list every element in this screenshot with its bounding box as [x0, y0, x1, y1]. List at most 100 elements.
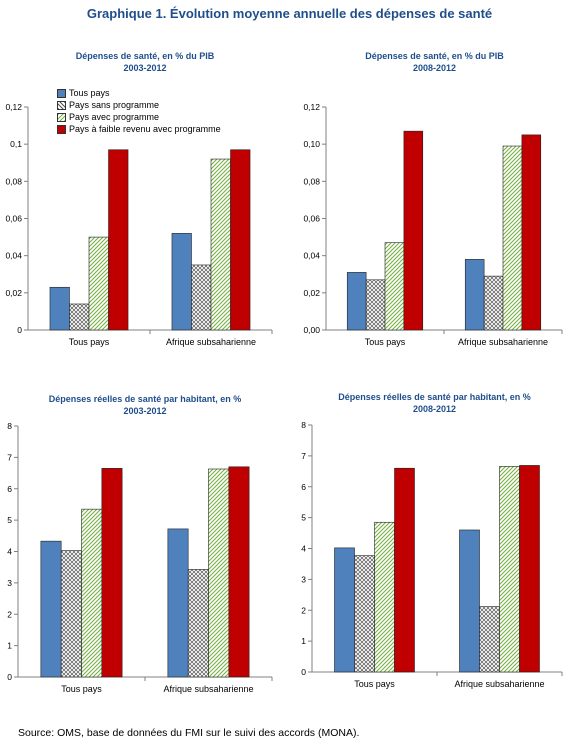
bar-sans-programme	[483, 275, 504, 331]
bar-tous-pays	[49, 286, 70, 331]
legend-label: Tous pays	[69, 88, 110, 98]
x-category-label: Tous pays	[365, 337, 406, 347]
y-tick-label: 0,08	[303, 176, 320, 186]
page-title: Graphique 1. Évolution moyenne annuelle …	[86, 6, 493, 21]
y-tick-label: 0,04	[5, 251, 22, 261]
chart-subtitle: 2008-2012	[413, 404, 456, 414]
y-tick-label: 0,02	[5, 288, 22, 298]
x-category-label: Afrique subsaharienne	[458, 337, 548, 347]
bar-sans-programme	[60, 550, 82, 678]
bar-avec-programme	[374, 521, 395, 673]
bar-avec-programme	[81, 508, 103, 678]
chart-svg: Dépenses réelles de santé par habitant, …	[301, 392, 563, 689]
y-tick-label: 7	[7, 452, 12, 462]
chart-title: Dépenses de santé, en % du PIB	[365, 51, 504, 61]
y-tick-label: 8	[7, 421, 12, 431]
legend-item-faible-revenu: Pays à faible revenu avec programme	[57, 123, 221, 135]
y-tick-label: 0,10	[303, 139, 320, 149]
legend-label: Pays sans programme	[69, 100, 160, 110]
x-category-label: Tous pays	[61, 684, 102, 694]
y-tick-label: 0,06	[303, 214, 320, 224]
bar-sans-programme	[187, 569, 209, 678]
bar-sans-programme	[69, 303, 90, 331]
chart-panel-gdp-2008-2012: Dépenses de santé, en % du PIB 2008-2012 0…	[290, 44, 579, 389]
y-tick-label: 0	[17, 325, 22, 335]
y-tick-label: 0,08	[5, 176, 22, 186]
y-tick-label: 3	[7, 578, 12, 588]
x-category-label: Tous pays	[354, 679, 395, 689]
y-tick-label: 0,04	[303, 251, 320, 261]
y-tick-label: 0,12	[5, 102, 22, 112]
bar-faible-revenu	[521, 134, 542, 331]
y-tick-label: 0,02	[303, 288, 320, 298]
bar-tous-pays	[346, 272, 367, 331]
y-tick-label: 8	[301, 420, 306, 430]
bar-faible-revenu	[230, 149, 251, 331]
y-tick-label: 0,1	[10, 139, 22, 149]
chart-title: Dépenses réelles de santé par habitant, …	[338, 392, 531, 402]
bar-tous-pays	[40, 540, 62, 678]
legend-item-avec-programme: Pays avec programme	[57, 111, 221, 123]
chart-svg: Dépenses de santé, en % du PIB 2003-2012 0…	[5, 51, 273, 347]
x-category-label: Afrique subsaharienne	[163, 684, 253, 694]
y-tick-label: 2	[301, 605, 306, 615]
bar-sans-programme	[191, 264, 212, 331]
source-note: Source: OMS, base de données du FMI sur …	[18, 727, 360, 739]
chart-legend: Tous pays Pays sans programme Pays avec …	[57, 87, 221, 135]
legend-item-tous-pays: Tous pays	[57, 87, 221, 99]
bar-sans-programme	[479, 606, 500, 673]
legend-swatch-faible-revenu	[57, 124, 66, 134]
bar-sans-programme	[354, 555, 375, 673]
legend-swatch-sans-programme	[57, 100, 66, 110]
legend-label: Pays à faible revenu avec programme	[69, 124, 221, 134]
y-tick-label: 0	[301, 667, 306, 677]
y-tick-label: 1	[7, 641, 12, 651]
bar-tous-pays	[167, 528, 189, 678]
chart-panel-gdp-2003-2012: Dépenses de santé, en % du PIB 2003-2012 0…	[0, 44, 290, 389]
bar-avec-programme	[88, 236, 109, 331]
x-category-label: Afrique subsaharienne	[166, 337, 256, 347]
bar-faible-revenu	[394, 467, 415, 673]
y-tick-label: 0	[7, 672, 12, 682]
chart-panel-per-capita-2008-2012: Dépenses réelles de santé par habitant, …	[290, 390, 579, 720]
bar-avec-programme	[210, 158, 231, 331]
y-tick-label: 5	[301, 513, 306, 523]
chart-panel-per-capita-2003-2012: Dépenses réelles de santé par habitant, …	[0, 390, 290, 720]
bar-tous-pays	[171, 233, 192, 331]
chart-svg: Dépenses de santé, en % du PIB 2008-2012 0…	[303, 51, 563, 347]
chart-title: Dépenses de santé, en % du PIB	[76, 51, 215, 61]
bar-avec-programme	[384, 242, 405, 331]
y-tick-label: 7	[301, 451, 306, 461]
y-tick-label: 4	[7, 547, 12, 557]
bar-sans-programme	[365, 279, 386, 331]
chart-title: Dépenses réelles de santé par habitant, …	[49, 394, 242, 404]
chart-subtitle: 2003-2012	[123, 406, 166, 416]
chart-subtitle: 2008-2012	[413, 63, 456, 73]
bar-avec-programme	[502, 145, 523, 331]
y-tick-label: 2	[7, 609, 12, 619]
y-tick-label: 5	[7, 515, 12, 525]
chart-svg: Dépenses réelles de santé par habitant, …	[7, 394, 273, 694]
legend-label: Pays avec programme	[69, 112, 160, 122]
bar-avec-programme	[208, 468, 230, 678]
y-tick-label: 0,06	[5, 214, 22, 224]
y-tick-label: 3	[301, 574, 306, 584]
y-tick-label: 0,12	[303, 102, 320, 112]
bar-faible-revenu	[108, 149, 129, 331]
chart-subtitle: 2003-2012	[123, 63, 166, 73]
bar-tous-pays	[459, 529, 480, 673]
legend-swatch-tous-pays	[57, 88, 66, 98]
x-category-label: Tous pays	[69, 337, 110, 347]
bar-faible-revenu	[403, 130, 424, 331]
y-tick-label: 6	[7, 484, 12, 494]
y-tick-label: 6	[301, 482, 306, 492]
y-tick-label: 1	[301, 636, 306, 646]
legend-swatch-avec-programme	[57, 112, 66, 122]
y-tick-label: 0,00	[303, 325, 320, 335]
x-category-label: Afrique subsaharienne	[454, 679, 544, 689]
y-tick-label: 4	[301, 544, 306, 554]
legend-item-sans-programme: Pays sans programme	[57, 99, 221, 111]
bar-tous-pays	[464, 259, 485, 331]
bar-avec-programme	[499, 466, 520, 673]
bar-faible-revenu	[228, 466, 250, 678]
